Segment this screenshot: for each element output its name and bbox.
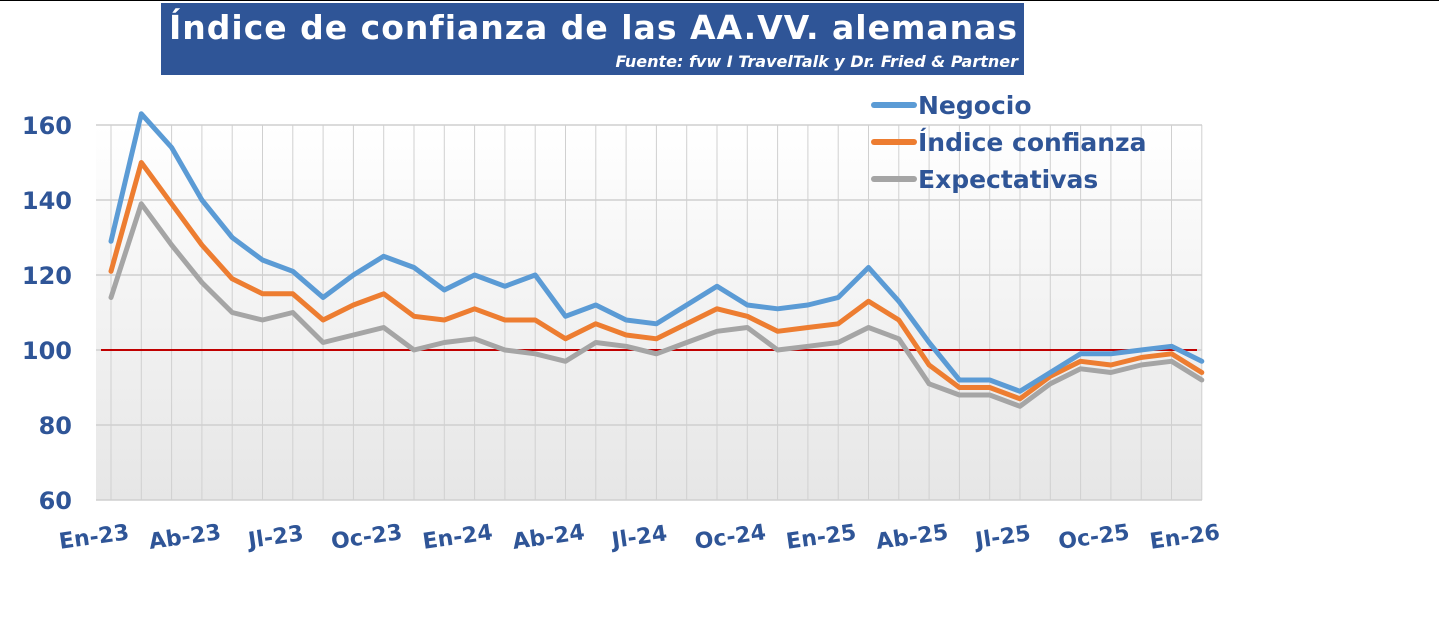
x-tick-label: Ab-23	[147, 520, 222, 555]
x-tick-label: En-26	[1148, 520, 1221, 555]
vertical-gridlines	[110, 125, 1203, 500]
plot-area	[96, 125, 1202, 500]
series-line	[108, 160, 1205, 402]
x-tick-label: Jl-23	[245, 521, 305, 554]
x-tick-label: Oc-25	[1057, 520, 1131, 555]
series-group	[108, 111, 1205, 409]
y-tick-label: 100	[22, 337, 72, 365]
y-tick-label: 120	[22, 262, 72, 290]
legend-label: Índice confianza	[918, 128, 1146, 157]
x-tick-label: Ab-25	[875, 520, 950, 555]
x-tick-label: Jl-25	[972, 521, 1032, 554]
x-tick-label: Oc-24	[693, 520, 767, 555]
x-tick-label: Jl-24	[608, 521, 668, 554]
legend-label: Negocio	[918, 91, 1032, 120]
x-tick-label: En-25	[785, 520, 858, 555]
x-tick-label: Ab-24	[511, 520, 586, 555]
series-line	[108, 111, 1205, 394]
chart-subtitle: Fuente: fvw I TravelTalk y Dr. Fried & P…	[615, 52, 1018, 71]
title-banner: Índice de confianza de las AA.VV. aleman…	[161, 3, 1125, 75]
legend-label: Expectativas	[918, 165, 1098, 194]
y-tick-label: 80	[39, 412, 72, 440]
series-line	[108, 201, 1205, 409]
x-tick-label: En-24	[421, 520, 494, 555]
top-border-line	[0, 0, 1439, 1]
x-tick-label: Oc-23	[330, 520, 404, 555]
y-tick-label: 160	[22, 112, 72, 140]
chart-title: Índice de confianza de las AA.VV. aleman…	[169, 8, 1127, 47]
y-axis-tick-labels: 60 80 100 120 140 160	[22, 112, 72, 515]
y-tick-label: 60	[39, 487, 72, 515]
x-axis-tick-labels: En-23 Ab-23 Jl-23 Oc-23 En-24 Ab-24 Jl-24 Oc-24…	[57, 520, 1221, 555]
y-tick-label: 140	[22, 187, 72, 215]
x-tick-label: En-23	[57, 520, 130, 555]
legend: Negocio Índice confianza Expectativas	[871, 91, 1146, 194]
